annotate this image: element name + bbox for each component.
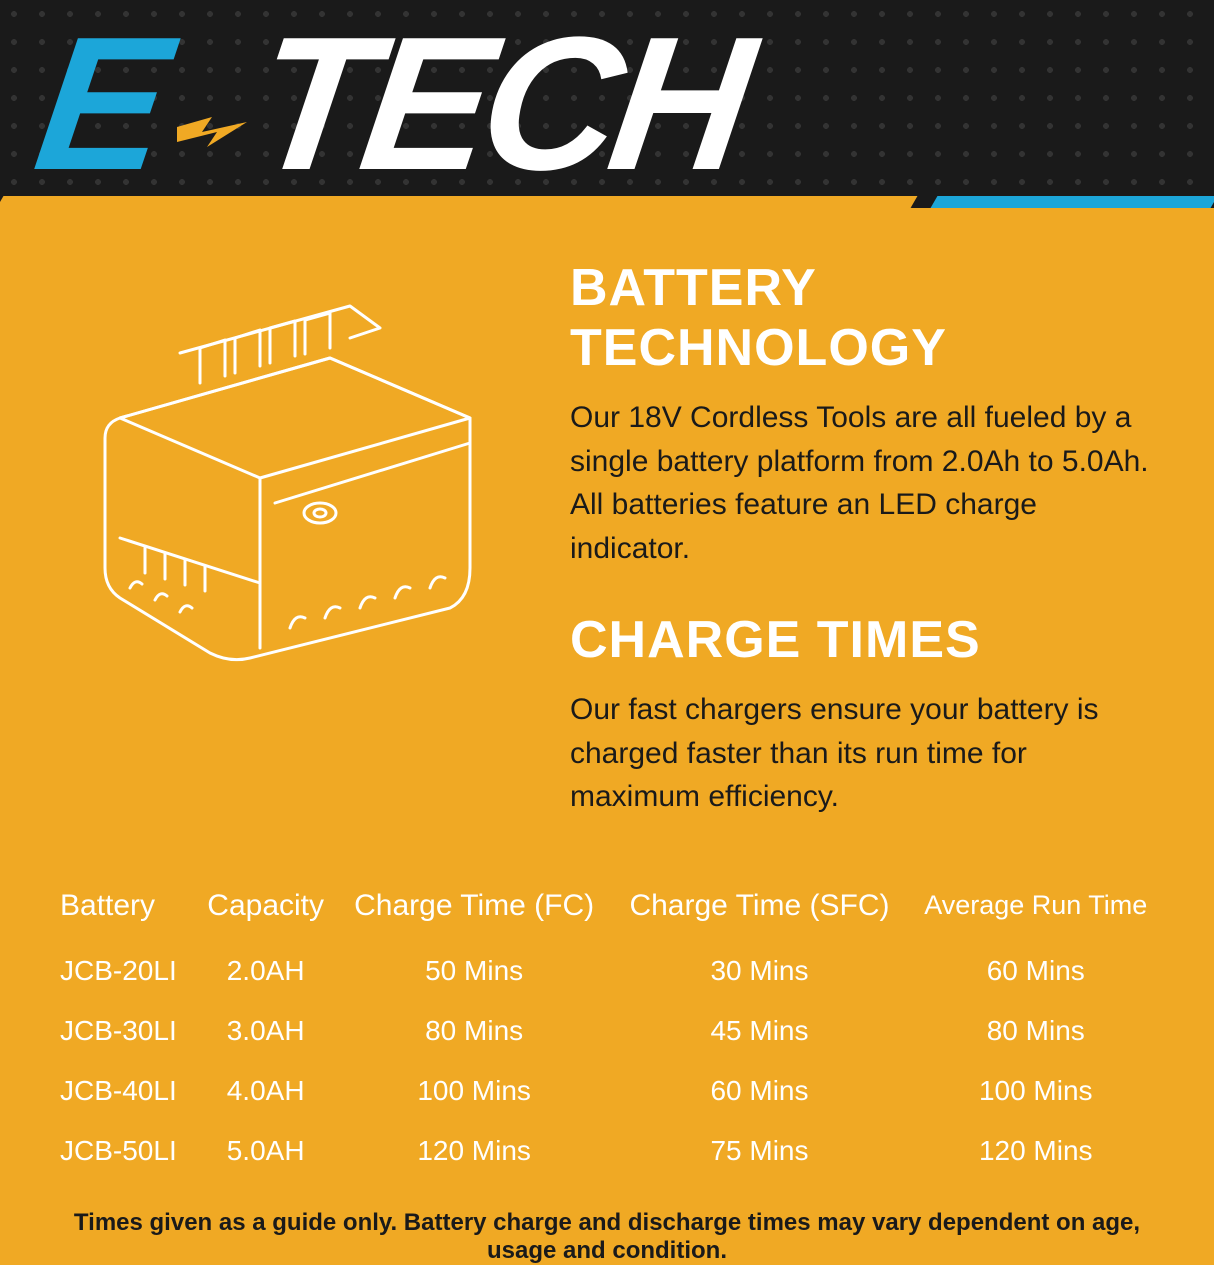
table-header-row: Battery Capacity Charge Time (FC) Charge… [50,879,1164,941]
cell: 50 Mins [337,941,612,1001]
cell: 45 Mins [611,1001,907,1061]
cell: JCB-50LI [50,1121,194,1181]
battery-table: Battery Capacity Charge Time (FC) Charge… [50,879,1164,1181]
cell: 120 Mins [908,1121,1164,1181]
cell: 100 Mins [337,1061,612,1121]
cell: 30 Mins [611,941,907,1001]
table-row: JCB-30LI 3.0AH 80 Mins 45 Mins 80 Mins [50,1001,1164,1061]
cell: 4.0AH [194,1061,336,1121]
text-content: BATTERY TECHNOLOGY Our 18V Cordless Tool… [570,258,1164,859]
stripe-accent [0,196,1214,220]
cell: JCB-20LI [50,941,194,1001]
cell: 2.0AH [194,941,336,1001]
col-capacity: Capacity [194,879,336,941]
cell: 100 Mins [908,1061,1164,1121]
content-area: BATTERY TECHNOLOGY Our 18V Cordless Tool… [0,208,1214,859]
header-banner: E TECH [0,0,1214,208]
cell: 60 Mins [611,1061,907,1121]
footnote: Times given as a guide only. Battery cha… [0,1181,1214,1265]
table-row: JCB-20LI 2.0AH 50 Mins 30 Mins 60 Mins [50,941,1164,1001]
logo-tech: TECH [243,9,755,199]
cell: 5.0AH [194,1121,336,1181]
lightning-bolt-icon [167,97,257,172]
cell: 120 Mins [337,1121,612,1181]
cell: 3.0AH [194,1001,336,1061]
col-charge-sfc: Charge Time (SFC) [611,879,907,941]
cell: 80 Mins [337,1001,612,1061]
battery-table-container: Battery Capacity Charge Time (FC) Charge… [0,859,1214,1181]
section-title-battery: BATTERY TECHNOLOGY [570,258,1164,378]
section-body-battery: Our 18V Cordless Tools are all fueled by… [570,396,1164,570]
table-row: JCB-50LI 5.0AH 120 Mins 75 Mins 120 Mins [50,1121,1164,1181]
logo-e: E [27,9,170,199]
section-body-charge: Our fast chargers ensure your battery is… [570,688,1164,819]
cell: 60 Mins [908,941,1164,1001]
table-row: JCB-40LI 4.0AH 100 Mins 60 Mins 100 Mins [50,1061,1164,1121]
cell: JCB-30LI [50,1001,194,1061]
col-charge-fc: Charge Time (FC) [337,879,612,941]
battery-illustration [50,258,530,859]
cell: 80 Mins [908,1001,1164,1061]
cell: JCB-40LI [50,1061,194,1121]
col-runtime: Average Run Time [908,879,1164,941]
cell: 75 Mins [611,1121,907,1181]
col-battery: Battery [50,879,194,941]
section-title-charge: CHARGE TIMES [570,610,1164,670]
